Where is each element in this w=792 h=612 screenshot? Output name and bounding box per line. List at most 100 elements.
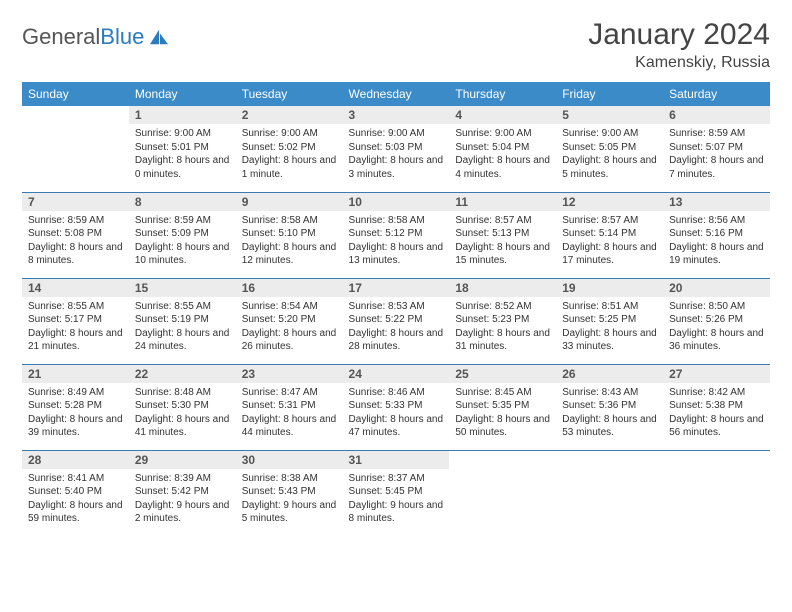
day-details: Sunrise: 8:56 AMSunset: 5:16 PMDaylight:… (663, 211, 770, 272)
calendar-cell: 21Sunrise: 8:49 AMSunset: 5:28 PMDayligh… (22, 364, 129, 450)
day-number: 31 (343, 451, 450, 469)
calendar-cell: 19Sunrise: 8:51 AMSunset: 5:25 PMDayligh… (556, 278, 663, 364)
day-number: 8 (129, 193, 236, 211)
calendar-cell: 15Sunrise: 8:55 AMSunset: 5:19 PMDayligh… (129, 278, 236, 364)
day-number: 13 (663, 193, 770, 211)
month-title: January 2024 (588, 18, 770, 52)
day-details: Sunrise: 8:59 AMSunset: 5:07 PMDaylight:… (663, 124, 770, 185)
day-number: 23 (236, 365, 343, 383)
day-details: Sunrise: 8:55 AMSunset: 5:19 PMDaylight:… (129, 297, 236, 358)
day-number: 15 (129, 279, 236, 297)
brand-logo: GeneralBlue (22, 18, 170, 50)
weekday-header: Sunday (22, 82, 129, 106)
day-number: 1 (129, 106, 236, 124)
weekday-header: Friday (556, 82, 663, 106)
day-number: 14 (22, 279, 129, 297)
day-number: 16 (236, 279, 343, 297)
day-number: 20 (663, 279, 770, 297)
day-details: Sunrise: 8:57 AMSunset: 5:14 PMDaylight:… (556, 211, 663, 272)
calendar-cell: 8Sunrise: 8:59 AMSunset: 5:09 PMDaylight… (129, 192, 236, 278)
day-details: Sunrise: 8:45 AMSunset: 5:35 PMDaylight:… (449, 383, 556, 444)
day-details: Sunrise: 8:52 AMSunset: 5:23 PMDaylight:… (449, 297, 556, 358)
calendar-cell: 20Sunrise: 8:50 AMSunset: 5:26 PMDayligh… (663, 278, 770, 364)
day-details: Sunrise: 8:53 AMSunset: 5:22 PMDaylight:… (343, 297, 450, 358)
day-number: 25 (449, 365, 556, 383)
day-number: 4 (449, 106, 556, 124)
day-details: Sunrise: 9:00 AMSunset: 5:05 PMDaylight:… (556, 124, 663, 185)
calendar-cell: 27Sunrise: 8:42 AMSunset: 5:38 PMDayligh… (663, 364, 770, 450)
day-details: Sunrise: 8:58 AMSunset: 5:10 PMDaylight:… (236, 211, 343, 272)
calendar-cell (22, 106, 129, 192)
day-details: Sunrise: 8:38 AMSunset: 5:43 PMDaylight:… (236, 469, 343, 530)
calendar-cell: 5Sunrise: 9:00 AMSunset: 5:05 PMDaylight… (556, 106, 663, 192)
day-number: 9 (236, 193, 343, 211)
calendar-cell: 4Sunrise: 9:00 AMSunset: 5:04 PMDaylight… (449, 106, 556, 192)
calendar-cell: 18Sunrise: 8:52 AMSunset: 5:23 PMDayligh… (449, 278, 556, 364)
day-number: 12 (556, 193, 663, 211)
day-number: 2 (236, 106, 343, 124)
calendar-cell: 10Sunrise: 8:58 AMSunset: 5:12 PMDayligh… (343, 192, 450, 278)
day-number: 7 (22, 193, 129, 211)
calendar-cell: 1Sunrise: 9:00 AMSunset: 5:01 PMDaylight… (129, 106, 236, 192)
day-details: Sunrise: 9:00 AMSunset: 5:01 PMDaylight:… (129, 124, 236, 185)
day-details: Sunrise: 8:47 AMSunset: 5:31 PMDaylight:… (236, 383, 343, 444)
day-number: 26 (556, 365, 663, 383)
day-details: Sunrise: 8:50 AMSunset: 5:26 PMDaylight:… (663, 297, 770, 358)
day-details: Sunrise: 8:57 AMSunset: 5:13 PMDaylight:… (449, 211, 556, 272)
day-details: Sunrise: 8:59 AMSunset: 5:09 PMDaylight:… (129, 211, 236, 272)
weekday-header: Monday (129, 82, 236, 106)
day-details: Sunrise: 8:41 AMSunset: 5:40 PMDaylight:… (22, 469, 129, 530)
day-number: 27 (663, 365, 770, 383)
calendar-body: 1Sunrise: 9:00 AMSunset: 5:01 PMDaylight… (22, 106, 770, 536)
calendar-cell: 7Sunrise: 8:59 AMSunset: 5:08 PMDaylight… (22, 192, 129, 278)
title-block: January 2024 Kamenskiy, Russia (588, 18, 770, 72)
calendar-cell: 29Sunrise: 8:39 AMSunset: 5:42 PMDayligh… (129, 450, 236, 536)
day-details: Sunrise: 8:48 AMSunset: 5:30 PMDaylight:… (129, 383, 236, 444)
day-number: 21 (22, 365, 129, 383)
calendar-cell: 3Sunrise: 9:00 AMSunset: 5:03 PMDaylight… (343, 106, 450, 192)
day-details: Sunrise: 9:00 AMSunset: 5:02 PMDaylight:… (236, 124, 343, 185)
brand-part1: General (22, 24, 100, 50)
calendar-cell (449, 450, 556, 536)
day-details: Sunrise: 8:49 AMSunset: 5:28 PMDaylight:… (22, 383, 129, 444)
day-details: Sunrise: 8:58 AMSunset: 5:12 PMDaylight:… (343, 211, 450, 272)
calendar-cell: 14Sunrise: 8:55 AMSunset: 5:17 PMDayligh… (22, 278, 129, 364)
calendar-head: SundayMondayTuesdayWednesdayThursdayFrid… (22, 82, 770, 106)
calendar-cell: 17Sunrise: 8:53 AMSunset: 5:22 PMDayligh… (343, 278, 450, 364)
calendar-table: SundayMondayTuesdayWednesdayThursdayFrid… (22, 82, 770, 536)
calendar-cell: 30Sunrise: 8:38 AMSunset: 5:43 PMDayligh… (236, 450, 343, 536)
calendar-cell: 16Sunrise: 8:54 AMSunset: 5:20 PMDayligh… (236, 278, 343, 364)
location: Kamenskiy, Russia (588, 54, 770, 72)
calendar-cell: 11Sunrise: 8:57 AMSunset: 5:13 PMDayligh… (449, 192, 556, 278)
day-details: Sunrise: 8:39 AMSunset: 5:42 PMDaylight:… (129, 469, 236, 530)
day-details: Sunrise: 8:42 AMSunset: 5:38 PMDaylight:… (663, 383, 770, 444)
day-number: 17 (343, 279, 450, 297)
calendar-cell (556, 450, 663, 536)
calendar-cell: 26Sunrise: 8:43 AMSunset: 5:36 PMDayligh… (556, 364, 663, 450)
calendar-cell: 6Sunrise: 8:59 AMSunset: 5:07 PMDaylight… (663, 106, 770, 192)
day-details: Sunrise: 8:55 AMSunset: 5:17 PMDaylight:… (22, 297, 129, 358)
day-number: 29 (129, 451, 236, 469)
day-number: 22 (129, 365, 236, 383)
day-number: 10 (343, 193, 450, 211)
calendar-cell: 28Sunrise: 8:41 AMSunset: 5:40 PMDayligh… (22, 450, 129, 536)
calendar-cell: 31Sunrise: 8:37 AMSunset: 5:45 PMDayligh… (343, 450, 450, 536)
calendar-cell: 24Sunrise: 8:46 AMSunset: 5:33 PMDayligh… (343, 364, 450, 450)
weekday-header: Tuesday (236, 82, 343, 106)
day-number: 28 (22, 451, 129, 469)
calendar-cell: 13Sunrise: 8:56 AMSunset: 5:16 PMDayligh… (663, 192, 770, 278)
calendar-cell: 23Sunrise: 8:47 AMSunset: 5:31 PMDayligh… (236, 364, 343, 450)
brand-part2: Blue (100, 24, 144, 50)
day-number: 19 (556, 279, 663, 297)
day-number: 18 (449, 279, 556, 297)
header: GeneralBlue January 2024 Kamenskiy, Russ… (22, 18, 770, 72)
day-number: 11 (449, 193, 556, 211)
day-number: 30 (236, 451, 343, 469)
day-details: Sunrise: 8:43 AMSunset: 5:36 PMDaylight:… (556, 383, 663, 444)
day-details: Sunrise: 8:59 AMSunset: 5:08 PMDaylight:… (22, 211, 129, 272)
calendar-cell: 22Sunrise: 8:48 AMSunset: 5:30 PMDayligh… (129, 364, 236, 450)
weekday-header: Saturday (663, 82, 770, 106)
logo-sail-icon (148, 28, 170, 46)
day-number: 5 (556, 106, 663, 124)
calendar-cell: 9Sunrise: 8:58 AMSunset: 5:10 PMDaylight… (236, 192, 343, 278)
